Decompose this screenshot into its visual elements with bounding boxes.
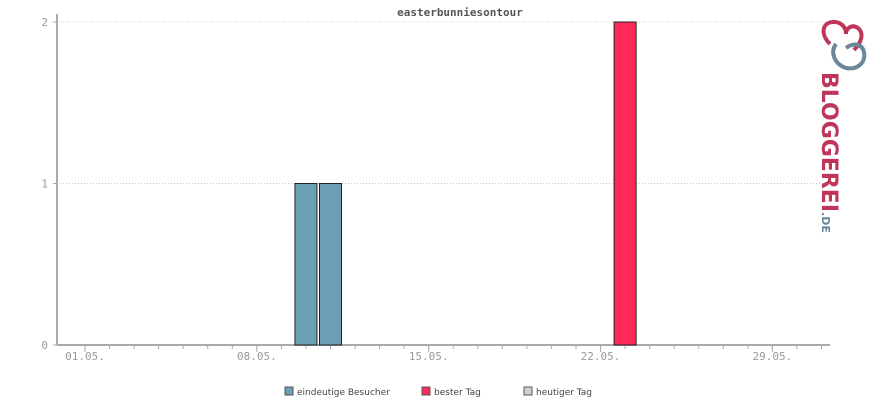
bars (294, 21, 637, 346)
logo-brand-text: BLOGGEREI.DE (816, 72, 841, 233)
y-tick-label: 0 (41, 339, 48, 352)
y-tick-label: 2 (41, 16, 48, 29)
legend-label: bester Tag (434, 388, 481, 398)
bar (319, 183, 342, 346)
bar (294, 183, 318, 346)
axes (56, 14, 830, 346)
x-axis-ticks: 01.05. 08.05. 15.05. 22.05. 29.05. (65, 345, 822, 363)
y-tick-label: 1 (41, 178, 48, 191)
y-axis-ticks: 0 1 2 (41, 16, 57, 352)
logo-heart-icon (821, 19, 867, 71)
legend-swatch (284, 386, 294, 396)
legend-swatch (421, 386, 431, 396)
bar (613, 21, 637, 346)
legend-swatch (523, 386, 533, 396)
grid-lines (57, 21, 830, 184)
chart-title: easterbunniesontour (397, 6, 523, 19)
x-tick-label: 15.05. (409, 350, 449, 363)
legend-label: heutiger Tag (536, 388, 592, 398)
x-tick-label: 08.05. (237, 350, 277, 363)
legend: eindeutige Besucher bester Tag heutiger Ta… (284, 386, 592, 398)
x-tick-label: 29.05. (753, 350, 793, 363)
legend-label: eindeutige Besucher (297, 388, 390, 398)
bloggerei-logo: BLOGGEREI.DE (816, 19, 867, 233)
x-tick-label: 01.05. (65, 350, 105, 363)
x-tick-label: 22.05. (581, 350, 621, 363)
